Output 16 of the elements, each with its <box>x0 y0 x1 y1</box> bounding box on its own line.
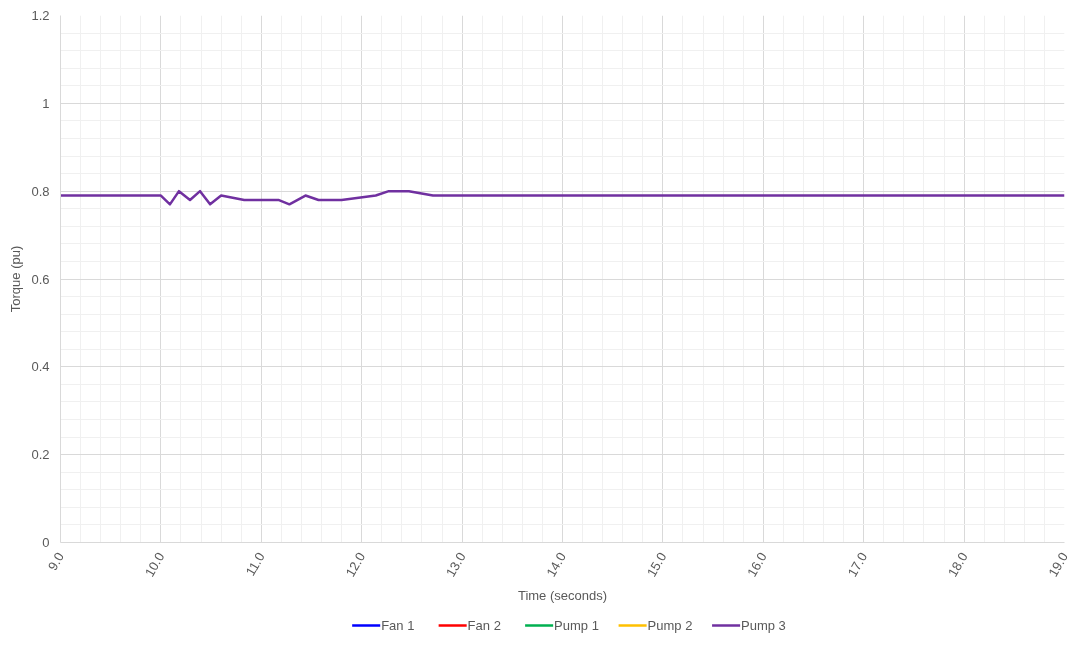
legend-label: Fan 1 <box>381 618 415 633</box>
y-tick-label: 0.6 <box>31 271 50 287</box>
y-tick-label: 0 <box>42 535 50 550</box>
legend-label: Pump 1 <box>554 618 599 633</box>
y-tick-label: 1 <box>42 95 50 111</box>
line-series <box>60 189 1065 206</box>
legend-label: Pump 3 <box>741 618 786 633</box>
x-axis-title: Time (seconds) <box>517 587 608 603</box>
legend-label: Fan 2 <box>467 618 501 633</box>
y-tick-label: 0.8 <box>31 183 50 199</box>
x-tick-label: 9.0 <box>44 549 67 573</box>
y-tick-label: 0.4 <box>31 359 50 375</box>
y-tick-label: 1.2 <box>31 8 50 23</box>
y-axis-title: Torque (pu) <box>8 245 24 313</box>
y-tick-label: 0.2 <box>31 447 50 463</box>
legend-label: Pump 2 <box>647 618 693 633</box>
